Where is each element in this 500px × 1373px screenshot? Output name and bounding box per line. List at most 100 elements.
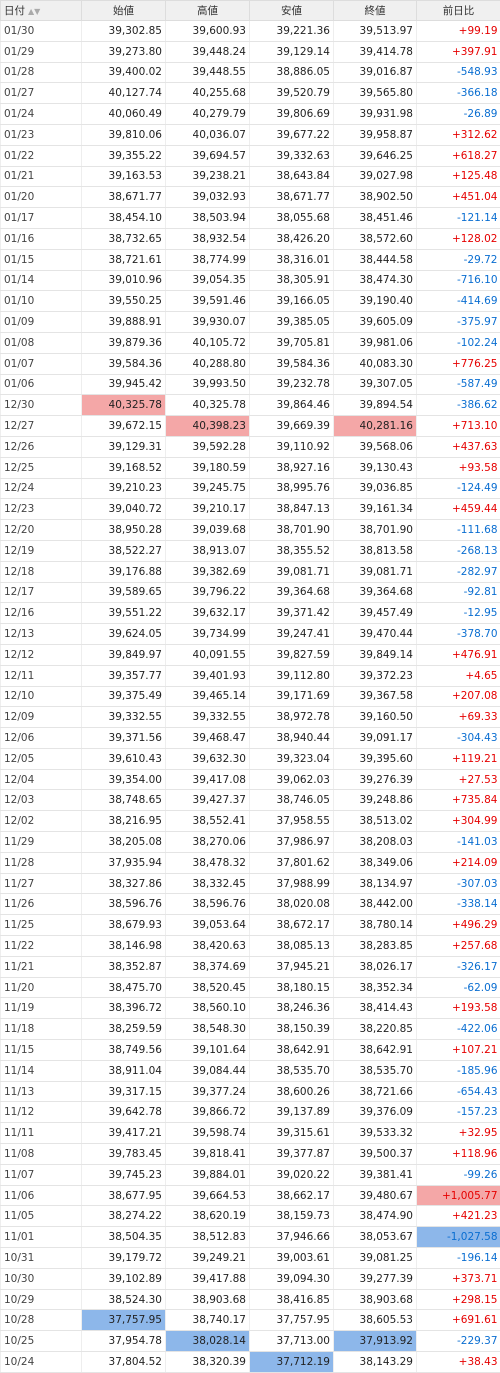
value-cell: +476.91	[417, 644, 500, 665]
value-cell: 39,010.96	[82, 270, 166, 291]
value-cell: 39,180.59	[166, 457, 250, 478]
value-cell: 39,401.93	[166, 665, 250, 686]
value-cell: 38,671.77	[250, 187, 334, 208]
value-cell: 39,993.50	[166, 374, 250, 395]
value-cell: 39,818.41	[166, 1144, 250, 1165]
value-cell: +4.65	[417, 665, 500, 686]
value-cell: 37,988.99	[250, 873, 334, 894]
value-cell: 39,315.61	[250, 1123, 334, 1144]
value-cell: +27.53	[417, 769, 500, 790]
value-cell: +125.48	[417, 166, 500, 187]
value-cell: 38,572.60	[334, 228, 417, 249]
value-cell: 39,866.72	[166, 1102, 250, 1123]
value-cell: 38,642.91	[250, 1040, 334, 1061]
column-header[interactable]: 安値	[250, 1, 334, 21]
value-cell: 39,417.21	[82, 1123, 166, 1144]
value-cell: 38,180.15	[250, 977, 334, 998]
sort-icon[interactable]: ▲▼	[28, 7, 40, 16]
value-cell: 38,520.45	[166, 977, 250, 998]
value-cell: 39,810.06	[82, 124, 166, 145]
column-header[interactable]: 日付▲▼	[1, 1, 82, 21]
value-cell: 38,749.56	[82, 1040, 166, 1061]
date-cell: 01/20	[1, 187, 82, 208]
value-cell: 39,371.56	[82, 728, 166, 749]
value-cell: 39,783.45	[82, 1144, 166, 1165]
header-text: 終値	[365, 5, 386, 17]
value-cell: 37,757.95	[250, 1310, 334, 1331]
header-row: 日付▲▼始値高値安値 終値 前日比	[1, 1, 500, 21]
value-cell: 39,003.61	[250, 1248, 334, 1269]
value-cell: -1,027.58	[417, 1227, 500, 1248]
value-cell: 40,288.80	[166, 353, 250, 374]
date-cell: 12/27	[1, 416, 82, 437]
column-header[interactable]: 高値	[166, 1, 250, 21]
value-cell: 39,137.89	[250, 1102, 334, 1123]
value-cell: 38,352.87	[82, 956, 166, 977]
value-cell: 39,355.22	[82, 145, 166, 166]
value-cell: 38,451.46	[334, 208, 417, 229]
value-cell: 39,027.98	[334, 166, 417, 187]
value-cell: -386.62	[417, 395, 500, 416]
value-cell: 39,130.43	[334, 457, 417, 478]
value-cell: +312.62	[417, 124, 500, 145]
column-header[interactable]: 始値	[82, 1, 166, 21]
column-header[interactable]: 終値	[334, 1, 417, 21]
value-cell: 39,705.81	[250, 332, 334, 353]
value-cell: 37,804.52	[82, 1352, 166, 1373]
value-cell: 39,568.06	[334, 436, 417, 457]
value-cell: 38,972.78	[250, 707, 334, 728]
value-cell: 39,307.05	[334, 374, 417, 395]
value-cell: +298.15	[417, 1289, 500, 1310]
value-cell: 38,028.14	[166, 1331, 250, 1352]
column-header[interactable]: 前日比	[417, 1, 500, 21]
date-cell: 11/18	[1, 1019, 82, 1040]
value-cell: 38,327.86	[82, 873, 166, 894]
date-cell: 12/09	[1, 707, 82, 728]
value-cell: 39,357.77	[82, 665, 166, 686]
value-cell: 38,552.41	[166, 811, 250, 832]
value-cell: 39,888.91	[82, 312, 166, 333]
date-cell: 12/17	[1, 582, 82, 603]
value-cell: 38,355.52	[250, 540, 334, 561]
value-cell: -422.06	[417, 1019, 500, 1040]
value-cell: 39,632.17	[166, 603, 250, 624]
value-cell: 39,249.21	[166, 1248, 250, 1269]
date-cell: 11/11	[1, 1123, 82, 1144]
value-cell: 38,927.16	[250, 457, 334, 478]
value-cell: 39,931.98	[334, 104, 417, 125]
value-cell: +107.21	[417, 1040, 500, 1061]
value-cell: 39,039.68	[166, 520, 250, 541]
value-cell: 38,902.50	[334, 187, 417, 208]
value-cell: 38,774.99	[166, 249, 250, 270]
value-cell: -268.13	[417, 540, 500, 561]
value-cell: 38,600.26	[250, 1081, 334, 1102]
value-cell: +32.95	[417, 1123, 500, 1144]
value-cell: 38,950.28	[82, 520, 166, 541]
date-cell: 10/28	[1, 1310, 82, 1331]
value-cell: +38.43	[417, 1352, 500, 1373]
value-cell: 39,221.36	[250, 21, 334, 42]
value-cell: 39,190.40	[334, 291, 417, 312]
value-cell: 39,094.30	[250, 1268, 334, 1289]
date-cell: 12/25	[1, 457, 82, 478]
value-cell: 37,954.78	[82, 1331, 166, 1352]
date-cell: 12/23	[1, 499, 82, 520]
value-cell: 38,701.90	[250, 520, 334, 541]
value-cell: 39,302.85	[82, 21, 166, 42]
